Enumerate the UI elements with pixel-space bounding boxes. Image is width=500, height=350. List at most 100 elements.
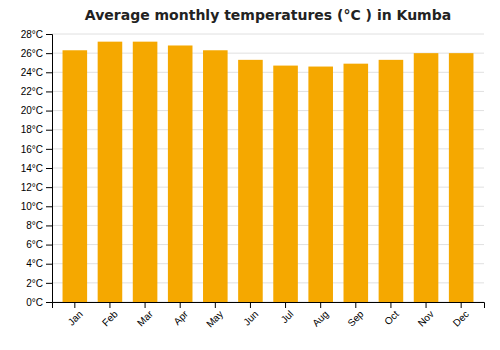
tick: 18°C (21, 124, 52, 135)
tick-label: Jul (279, 308, 296, 325)
tick: Nov (416, 302, 436, 329)
tick: 22°C (21, 86, 52, 97)
tick-label: Jan (66, 308, 85, 327)
tick-label: 18°C (21, 124, 43, 135)
tick-label: May (204, 308, 225, 329)
tick-label: Apr (171, 308, 190, 327)
tick-mark (46, 72, 52, 73)
tick-mark (180, 302, 181, 308)
bar (168, 45, 193, 302)
bar (379, 60, 404, 302)
tick-label: 20°C (21, 105, 43, 116)
tick: Jul (279, 302, 296, 325)
tick-mark (46, 264, 52, 265)
title: Average monthly temperatures (°C ) in Ku… (85, 7, 451, 23)
tick-label: 2°C (26, 278, 43, 289)
tick-label: 6°C (26, 239, 43, 250)
tick-mark (461, 302, 462, 308)
tick-mark (320, 302, 321, 308)
tick-label: Oct (382, 308, 401, 327)
tick: 0°C (26, 297, 52, 308)
bar (98, 42, 123, 302)
tick: 20°C (21, 105, 52, 116)
tick-mark (46, 225, 52, 226)
bar (273, 66, 298, 302)
tick: Dec (451, 302, 471, 329)
tick: 6°C (26, 239, 52, 250)
tick-label: 4°C (26, 258, 43, 269)
grid-line (52, 34, 484, 35)
tick-mark (390, 302, 391, 308)
tick: Sep (345, 302, 366, 329)
bar (308, 67, 333, 302)
tick-mark (46, 187, 52, 188)
tick-label: Aug (310, 308, 330, 328)
tick-mark (46, 130, 52, 131)
y-axis: 0°C 2°C 4°C 6°C 8°C 10°C 12°C 14°C 16°C 18°C 20°C 2… (21, 29, 53, 308)
tick-mark (74, 302, 75, 308)
tick-mark (46, 168, 52, 169)
tick: 16°C (21, 144, 52, 155)
tick-label: Mar (135, 308, 155, 328)
tick: Apr (171, 302, 190, 327)
tick: Aug (310, 302, 330, 329)
axis-domain (46, 35, 53, 303)
tick-mark (46, 111, 52, 112)
tick-mark (46, 34, 52, 35)
plot: 0°C 2°C 4°C 6°C 8°C 10°C 12°C 14°C 16°C 18°C 20°C 2… (21, 29, 485, 330)
tick-mark (46, 91, 52, 92)
bars (63, 42, 474, 302)
x-axis: Jan Feb Mar Apr May Jun Jul Aug Sep Oct Nov Dec (53, 302, 485, 330)
tick: Feb (100, 302, 120, 328)
tick-label: Nov (416, 308, 436, 328)
tick-label: Feb (100, 308, 120, 328)
tick-mark (46, 245, 52, 246)
tick-label: Dec (451, 308, 471, 328)
tick-mark (46, 53, 52, 54)
tick: 10°C (21, 201, 52, 212)
tick-label: 12°C (21, 182, 43, 193)
tick-mark (145, 302, 146, 308)
tick: 12°C (21, 182, 52, 193)
bar (203, 50, 228, 302)
bar (63, 50, 88, 302)
tick-mark (109, 302, 110, 308)
tick-label: 8°C (26, 220, 43, 231)
tick-mark (250, 302, 251, 308)
tick: Mar (135, 302, 155, 328)
bar (344, 64, 369, 302)
tick: 8°C (26, 220, 52, 231)
tick-label: 26°C (21, 48, 43, 59)
bar (238, 60, 263, 302)
tick-label: 22°C (21, 86, 43, 97)
bar (414, 53, 439, 302)
grid (52, 34, 484, 302)
tick-mark (215, 302, 216, 308)
tick: Jun (241, 302, 260, 328)
tick: 28°C (21, 29, 52, 40)
bar (449, 53, 474, 302)
bar (133, 42, 158, 302)
tick-mark (46, 302, 52, 303)
tick: Jan (66, 302, 85, 328)
tick-label: 14°C (21, 163, 43, 174)
tick-label: 0°C (26, 297, 43, 308)
tick-label: 16°C (21, 144, 43, 155)
tick: Oct (382, 302, 401, 327)
tick: 4°C (26, 258, 52, 269)
tick-mark (355, 302, 356, 308)
axis-domain (53, 303, 485, 309)
tick-mark (46, 206, 52, 207)
tick: 2°C (26, 278, 52, 289)
tick: 26°C (21, 48, 52, 59)
tick: May (204, 302, 225, 330)
tick-label: 24°C (21, 67, 43, 78)
tick-label: 10°C (21, 201, 43, 212)
tick-mark (46, 283, 52, 284)
tick-mark (285, 302, 286, 308)
tick: 24°C (21, 67, 52, 78)
tick-label: Sep (345, 308, 366, 329)
tick: 14°C (21, 163, 52, 174)
tick-mark (426, 302, 427, 308)
tick-label: 28°C (21, 29, 43, 40)
